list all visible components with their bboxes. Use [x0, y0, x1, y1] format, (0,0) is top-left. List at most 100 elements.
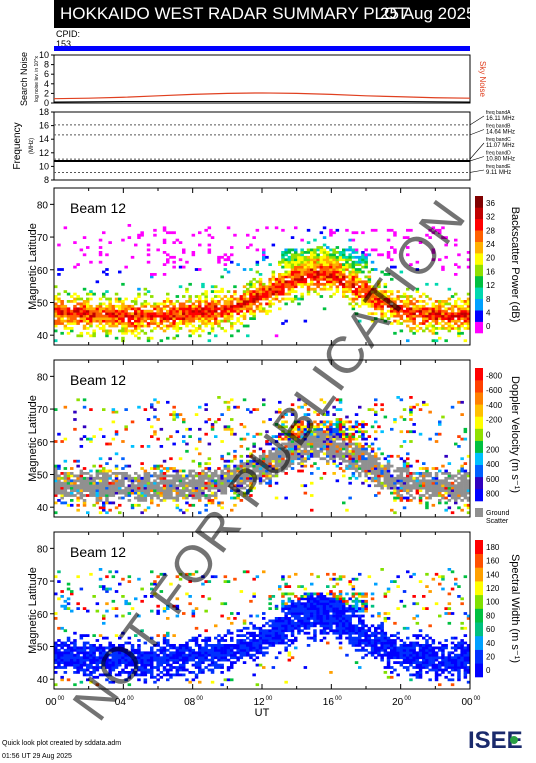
velocity-cell [166, 481, 170, 485]
velocity-cell [201, 491, 205, 495]
power-cell [146, 324, 151, 328]
velocity-cell [114, 484, 119, 488]
velocity-cell [156, 400, 160, 404]
power-cell [361, 300, 365, 303]
velocity-cell [329, 442, 333, 446]
velocity-cell [63, 474, 68, 478]
power-cell [447, 312, 452, 316]
velocity-cell [390, 491, 394, 495]
power-cell [246, 292, 250, 296]
power-cell [246, 282, 250, 286]
velocity-cell [236, 486, 240, 490]
width-cell [86, 663, 90, 667]
velocity-cell [194, 474, 199, 478]
power-cell [162, 329, 167, 333]
width-cell [271, 626, 276, 630]
velocity-cell [95, 484, 100, 488]
power-cell [204, 300, 208, 303]
power-cell [441, 302, 445, 306]
width-cell [297, 585, 301, 588]
power-cell [370, 228, 375, 232]
velocity-cell [233, 464, 237, 468]
velocity-cell [390, 476, 394, 480]
velocity-cell [252, 474, 256, 478]
power-cell [297, 277, 301, 281]
width-cell [255, 634, 260, 637]
velocity-cell [137, 491, 141, 495]
velocity-cell [60, 501, 64, 505]
power-cell [326, 273, 330, 276]
velocity-cell [466, 503, 471, 507]
power-cell [79, 248, 84, 252]
power-cell [242, 314, 247, 318]
velocity-cell [111, 486, 116, 490]
power-cell [361, 231, 365, 235]
velocity-cell [332, 440, 336, 443]
velocity-cell [249, 479, 253, 483]
velocity-cell [466, 474, 471, 478]
velocity-cell [175, 474, 180, 478]
power-cell [102, 324, 106, 328]
power-cell [146, 336, 151, 340]
power-cell [204, 317, 208, 320]
width-cell [111, 651, 116, 655]
power-cell [236, 317, 240, 320]
width-cell [102, 614, 106, 618]
width-cell [76, 575, 80, 579]
velocity-cell [300, 405, 304, 409]
power-cell [258, 304, 263, 308]
velocity-cell [454, 494, 458, 497]
velocity-cell [460, 508, 464, 512]
power-cell [329, 295, 333, 298]
velocity-cell [242, 491, 247, 495]
power-cell [175, 324, 180, 328]
velocity-cell [92, 503, 96, 507]
velocity-cell [402, 479, 407, 483]
velocity-cell [70, 481, 74, 485]
power-cell [153, 307, 157, 311]
power-cell [255, 290, 260, 293]
velocity-cell [399, 489, 404, 492]
velocity-cell [332, 472, 336, 475]
velocity-cell [271, 447, 276, 451]
power-cell [351, 277, 356, 281]
width-cell [246, 570, 250, 574]
width-cell [137, 644, 141, 647]
width-cell [281, 634, 285, 637]
velocity-cell [185, 486, 189, 490]
width-cell [214, 575, 218, 579]
width-cell [146, 668, 151, 672]
width-cell [134, 663, 138, 667]
power-cell [316, 265, 320, 269]
width-cell [95, 648, 100, 652]
velocity-cell [191, 484, 196, 488]
velocity-cell [418, 486, 423, 490]
power-cell [454, 302, 458, 306]
power-cell [124, 327, 128, 330]
power-cell [127, 324, 132, 328]
power-cell [175, 312, 180, 316]
velocity-cell [310, 445, 314, 448]
width-cell [140, 587, 144, 591]
power-cell [223, 253, 228, 257]
velocity-cell [364, 449, 368, 453]
velocity-cell [246, 491, 250, 495]
width-cell [134, 673, 138, 677]
velocity-cell [255, 464, 260, 468]
velocity-cell [370, 457, 375, 461]
frequency-band-connector [469, 129, 485, 136]
width-cell [140, 599, 144, 603]
width-cell [210, 680, 215, 684]
width-cell [249, 631, 253, 635]
velocity-cell [201, 481, 205, 485]
power-cell [204, 297, 208, 301]
power-cell [220, 304, 224, 308]
power-cell [348, 238, 352, 242]
power-cell [370, 268, 375, 271]
velocity-cell [54, 472, 58, 475]
velocity-cell [338, 427, 343, 431]
velocity-cell [86, 472, 90, 475]
velocity-cell [76, 479, 80, 483]
velocity-cell [207, 476, 212, 480]
velocity-cell [166, 491, 170, 495]
